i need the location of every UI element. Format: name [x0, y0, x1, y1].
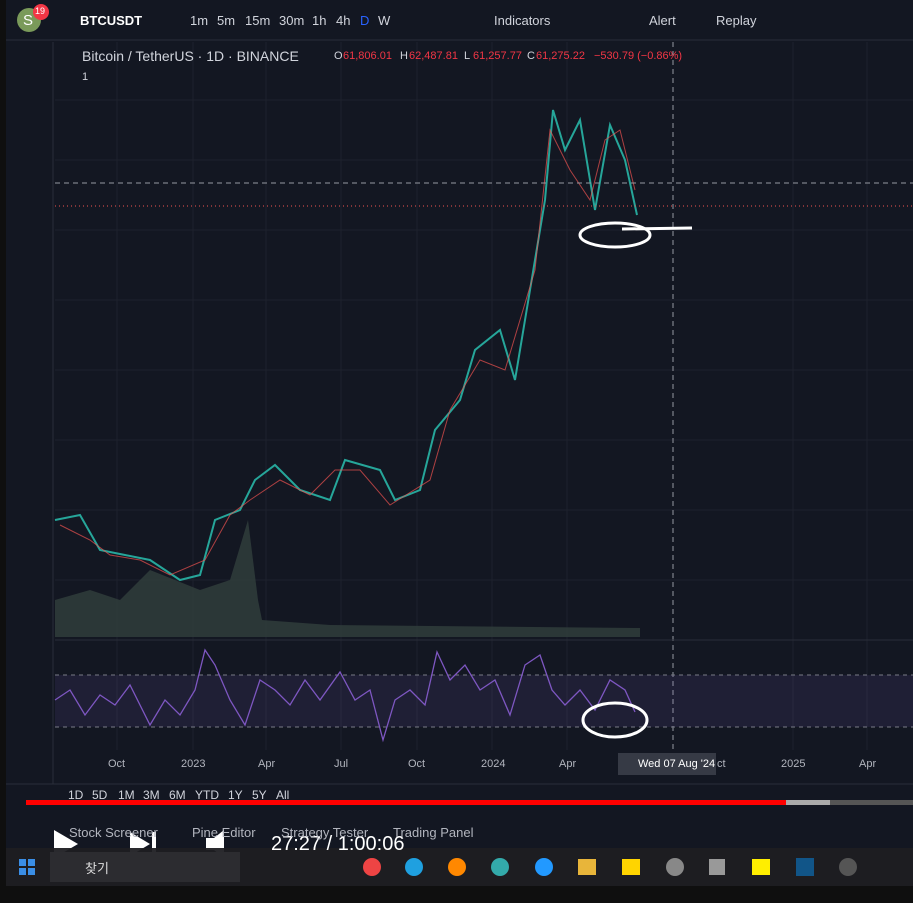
- interval-button[interactable]: 1h: [312, 13, 327, 28]
- interval-button[interactable]: 5m: [217, 13, 236, 28]
- left-toolbar: [6, 42, 52, 784]
- avatar-letter: S: [23, 12, 34, 29]
- interval-button[interactable]: 30m: [279, 13, 305, 28]
- range-button[interactable]: YTD: [195, 788, 219, 802]
- rsi-line: [54, 648, 636, 743]
- range-button[interactable]: 1D: [68, 788, 84, 802]
- ohlc-value: 62,487.81: [409, 50, 458, 62]
- next-button-bar: [152, 832, 156, 856]
- x-axis-label: Jul: [334, 758, 349, 770]
- collapse-count[interactable]: 1: [82, 71, 89, 83]
- start-button[interactable]: [19, 859, 35, 875]
- ohlc-value: 61,806.01: [343, 50, 392, 62]
- badge-count: 19: [35, 6, 46, 16]
- price-line-down: [59, 128, 636, 576]
- x-axis-label: Wed 07 Aug '24: [638, 758, 716, 770]
- x-axis-label: Apr: [258, 758, 276, 770]
- chart-legend-title: Bitcoin / TetherUS · 1D · BINANCE: [82, 48, 299, 64]
- top-toolbar: [6, 0, 913, 40]
- progress-played: [26, 800, 786, 805]
- x-axis-label: Oct: [108, 758, 126, 770]
- drawing-ellipse: [581, 701, 649, 739]
- x-axis-label: ct: [717, 758, 726, 770]
- ohlc-label: O: [334, 50, 343, 62]
- app-bg: [6, 0, 913, 848]
- ohlc-value: 61,257.77: [473, 50, 522, 62]
- x-axis-label: 2024: [481, 758, 506, 770]
- ohlc-label: C: [527, 50, 535, 62]
- x-axis-label: Apr: [559, 758, 577, 770]
- range-button[interactable]: 6M: [169, 788, 186, 802]
- search-placeholder: 찾기: [85, 861, 109, 876]
- replay-button[interactable]: Replay: [716, 13, 757, 28]
- range-button[interactable]: 1Y: [228, 788, 243, 802]
- symbol[interactable]: BTCUSDT: [80, 13, 143, 28]
- bottom-tab[interactable]: Trading Panel: [393, 825, 474, 840]
- interval-button[interactable]: W: [378, 13, 391, 28]
- change: −530.79 (−0.86%): [594, 50, 683, 62]
- drawing-line: [621, 226, 693, 231]
- x-axis-label: 2023: [181, 758, 206, 770]
- bottom-tab[interactable]: Strategy Tester: [281, 825, 369, 840]
- indicators-button[interactable]: Indicators: [494, 13, 551, 28]
- rsi-band: [55, 675, 913, 727]
- interval-button[interactable]: 4h: [336, 13, 351, 28]
- range-button[interactable]: All: [276, 788, 290, 802]
- bottom-tab[interactable]: Stock Screener: [69, 825, 158, 840]
- drawing-ellipse: [578, 221, 652, 249]
- ohlc-label: H: [400, 50, 408, 62]
- volume-bars: [55, 520, 640, 637]
- ohlc-label: L: [464, 50, 471, 62]
- x-axis-label: Apr: [859, 758, 877, 770]
- x-axis-label: Oct: [408, 758, 426, 770]
- price-line: [54, 109, 638, 582]
- interval-button[interactable]: D: [360, 13, 370, 28]
- range-button[interactable]: 1M: [118, 788, 135, 802]
- taskbar-search[interactable]: [50, 852, 240, 882]
- interval-button[interactable]: 1m: [190, 13, 209, 28]
- video-time: 27:27 / 1:00:06: [271, 833, 405, 855]
- alert-button[interactable]: Alert: [649, 13, 676, 28]
- progress-buffer: [786, 800, 830, 805]
- range-button[interactable]: 3M: [143, 788, 160, 802]
- crosshair-date-bg: [618, 753, 716, 775]
- progress-rest: [830, 800, 913, 805]
- x-axis-label: 2025: [781, 758, 806, 770]
- range-button[interactable]: 5D: [92, 788, 108, 802]
- taskbar-icons: [363, 858, 857, 876]
- bottom-tab[interactable]: Pine Editor: [192, 825, 256, 840]
- interval-button[interactable]: 15m: [245, 13, 271, 28]
- badge: [33, 4, 49, 20]
- ohlc-value: 61,275.22: [536, 50, 585, 62]
- range-button[interactable]: 5Y: [252, 788, 267, 802]
